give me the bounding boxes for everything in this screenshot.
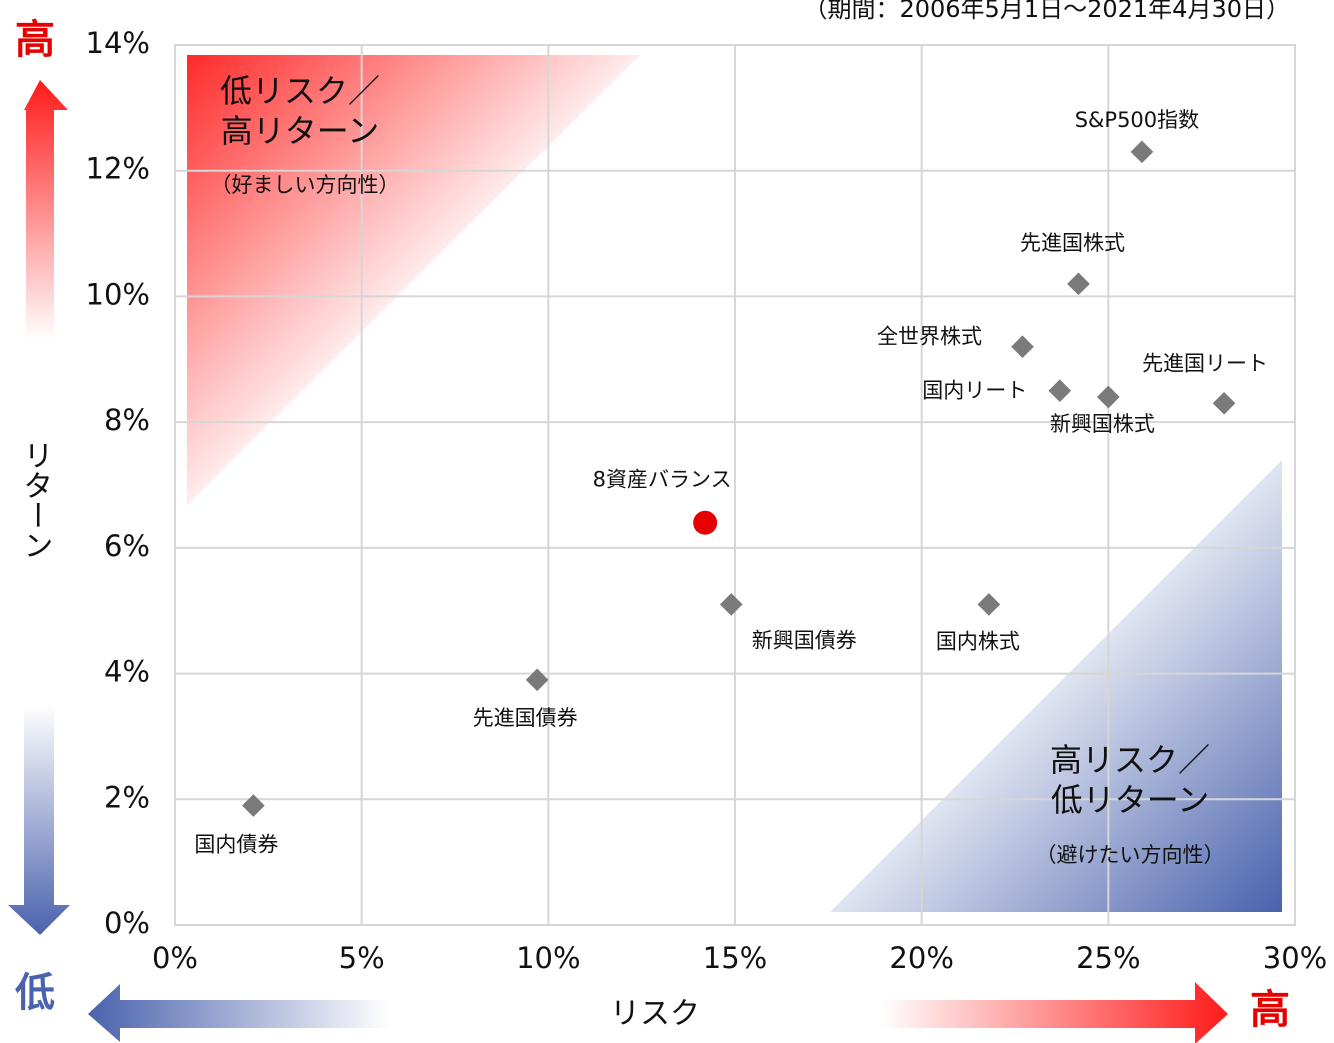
point-label: S&P500指数 <box>1075 108 1199 132</box>
y-tick-label: 0% <box>104 906 150 940</box>
point-label: 国内リート <box>922 379 1027 403</box>
arrow-right <box>880 982 1228 1043</box>
arrow-down <box>8 705 70 935</box>
point-label: 国内債券 <box>194 833 278 857</box>
y-axis-title: リターン <box>18 440 53 560</box>
highlight-point <box>693 510 718 535</box>
point-label: 先進国リート <box>1142 351 1268 375</box>
point-label: 新興国株式 <box>1050 412 1155 436</box>
x-tick-label: 0% <box>152 941 198 975</box>
point <box>977 593 1001 616</box>
y-tick-label: 8% <box>104 403 150 437</box>
point <box>1011 335 1034 359</box>
point-label: 先進国株式 <box>1020 231 1125 255</box>
point-label: 8資産バランス <box>593 468 732 492</box>
low-label: 低 <box>15 970 55 1016</box>
quadrant-title: 低リターン <box>1051 781 1209 819</box>
quadrant-subtitle: （好ましい方向性） <box>211 173 400 197</box>
point <box>242 794 265 817</box>
quadrant-title: 低リスク／ <box>220 72 380 110</box>
point <box>1097 385 1120 409</box>
point-label: 国内株式 <box>936 629 1020 653</box>
y-tick-label: 2% <box>104 780 150 814</box>
y-tick-label: 6% <box>104 529 150 563</box>
quadrant-title: 高リスク／ <box>1050 741 1210 779</box>
point <box>1067 272 1090 296</box>
point-label: 先進国債券 <box>473 706 578 730</box>
y-tick-label: 12% <box>86 152 150 186</box>
period-note: （期間：2006年5月1日～2021年4月30日） <box>803 0 1290 23</box>
x-tick-label: 10% <box>516 941 580 975</box>
y-tick-label: 14% <box>86 26 150 60</box>
quadrant-title: 高リターン <box>221 112 379 150</box>
high-label: 高 <box>1250 987 1290 1033</box>
point <box>1048 379 1072 403</box>
point <box>719 593 743 616</box>
x-tick-label: 25% <box>1076 941 1140 975</box>
y-tick-label: 4% <box>104 655 150 689</box>
x-tick-label: 30% <box>1263 941 1327 975</box>
y-tick-label: 10% <box>86 277 150 311</box>
high-label: 高 <box>15 17 55 63</box>
point <box>1212 391 1236 415</box>
quadrant-shade <box>187 55 640 505</box>
arrow-up <box>24 80 68 340</box>
point-label: 全世界株式 <box>877 325 982 349</box>
x-axis-title: リスク <box>610 997 700 1032</box>
quadrant-subtitle: （避けたい方向性） <box>1036 843 1225 867</box>
arrow-left <box>88 984 390 1042</box>
x-tick-label: 15% <box>703 941 767 975</box>
point-label: 新興国債券 <box>752 628 857 652</box>
point <box>1130 140 1154 164</box>
x-tick-label: 20% <box>889 941 953 975</box>
point <box>525 668 549 692</box>
x-tick-label: 5% <box>339 941 385 975</box>
